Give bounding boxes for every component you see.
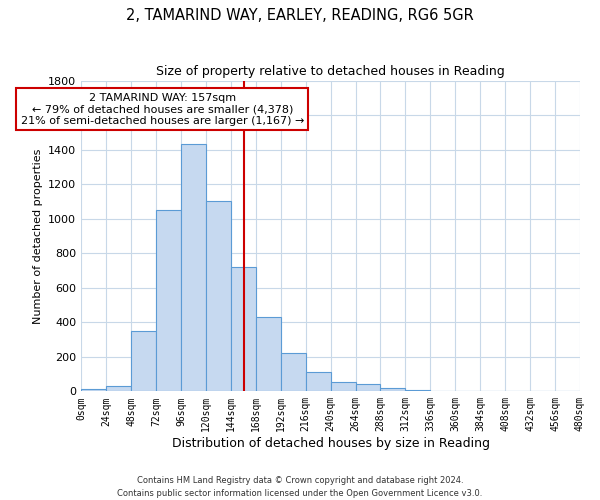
Bar [380,388,406,392]
Text: Contains HM Land Registry data © Crown copyright and database right 2024.
Contai: Contains HM Land Registry data © Crown c… [118,476,482,498]
Bar [256,317,281,392]
Title: Size of property relative to detached houses in Reading: Size of property relative to detached ho… [156,65,505,78]
Bar [156,210,181,392]
Bar [281,354,305,392]
Bar [356,384,380,392]
Y-axis label: Number of detached properties: Number of detached properties [32,148,43,324]
Bar [106,386,131,392]
Bar [181,144,206,392]
Bar [131,331,156,392]
Text: 2 TAMARIND WAY: 157sqm
← 79% of detached houses are smaller (4,378)
21% of semi-: 2 TAMARIND WAY: 157sqm ← 79% of detached… [20,92,304,126]
Bar [231,267,256,392]
X-axis label: Distribution of detached houses by size in Reading: Distribution of detached houses by size … [172,437,490,450]
Bar [206,202,231,392]
Bar [305,372,331,392]
Bar [81,388,106,392]
Text: 2, TAMARIND WAY, EARLEY, READING, RG6 5GR: 2, TAMARIND WAY, EARLEY, READING, RG6 5G… [126,8,474,22]
Bar [406,390,430,392]
Bar [331,382,356,392]
